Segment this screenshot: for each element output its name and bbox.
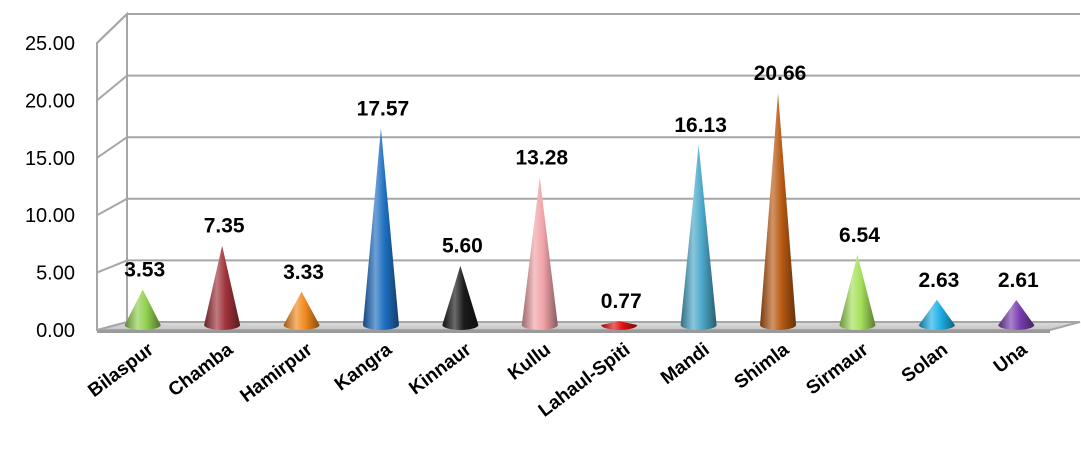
category-label: Chamba xyxy=(165,339,238,401)
y-tick-label: 25.00 xyxy=(25,33,75,55)
category-label: Kangra xyxy=(331,339,396,395)
data-label: 5.60 xyxy=(442,235,483,258)
data-label: 3.53 xyxy=(124,258,165,281)
cone-shimla xyxy=(760,92,797,330)
y-tick-label: 15.00 xyxy=(25,148,75,170)
cone-hamirpur xyxy=(283,291,320,330)
category-label: Hamirpur xyxy=(236,339,317,407)
cone-kullu xyxy=(521,177,558,330)
category-label: Mandi xyxy=(657,339,713,389)
y-tick-label: 20.00 xyxy=(25,90,75,112)
wall-gridline xyxy=(96,13,128,44)
category-label: Kullu xyxy=(504,339,555,384)
data-label: 13.28 xyxy=(516,147,569,170)
floor-edge xyxy=(97,330,1050,333)
wall-gridline xyxy=(96,136,128,159)
category-axis-labels: Bilaspur Chamba Hamirpur Kangra Kinnaur Kullu… xyxy=(84,339,1031,422)
cone-chamba xyxy=(204,245,241,330)
data-labels: 3.53 7.35 3.33 17.57 5.60 13.28 0.77 16.13 20.66… xyxy=(124,62,1039,313)
y-tick-label: 10.00 xyxy=(25,205,75,227)
category-label: Una xyxy=(990,339,1032,378)
data-label: 0.77 xyxy=(601,290,642,313)
data-label: 7.35 xyxy=(204,215,245,238)
gridlines xyxy=(96,13,1080,274)
side-wall xyxy=(96,11,128,332)
category-label: Bilaspur xyxy=(84,339,158,402)
y-axis-tick-labels: 0.00 5.00 10.00 15.00 20.00 25.00 xyxy=(25,33,75,342)
category-label: Kinnaur xyxy=(405,339,475,399)
data-label: 2.61 xyxy=(998,269,1039,292)
cone-solan xyxy=(918,299,955,330)
category-label: Sirmaur xyxy=(802,339,872,399)
cone-mandi xyxy=(680,144,717,330)
wall-gridline xyxy=(96,74,128,102)
cone-kinnaur xyxy=(442,265,479,330)
category-label: Shimla xyxy=(731,339,794,394)
y-tick-label: 5.00 xyxy=(36,263,75,285)
data-label: 6.54 xyxy=(839,224,880,247)
data-label: 3.33 xyxy=(283,261,324,284)
cone-kangra xyxy=(362,128,399,330)
data-label: 2.63 xyxy=(918,269,959,292)
y-tick-label: 0.00 xyxy=(36,320,75,342)
wall-gridline xyxy=(96,197,128,217)
cone-una xyxy=(998,300,1035,330)
data-label: 17.57 xyxy=(357,97,410,120)
cone-series xyxy=(124,92,1035,330)
data-label: 20.66 xyxy=(754,62,807,85)
wall-gridline xyxy=(96,259,128,274)
data-label: 16.13 xyxy=(674,114,727,137)
cone-bilaspur xyxy=(124,289,161,330)
cone-lahaul-spiti xyxy=(601,321,638,330)
category-label: Solan xyxy=(898,339,952,387)
cone-sirmaur xyxy=(839,254,876,330)
